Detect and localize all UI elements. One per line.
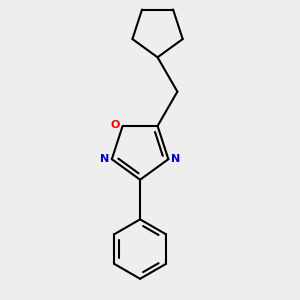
Text: N: N [171, 154, 180, 164]
Text: O: O [111, 120, 120, 130]
Text: N: N [100, 154, 109, 164]
